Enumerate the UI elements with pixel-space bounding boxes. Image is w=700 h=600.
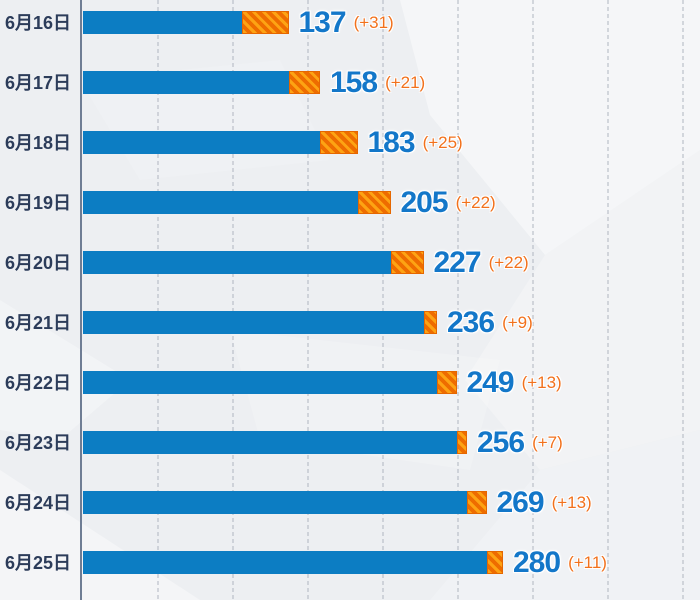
daily-increase-value: (+13)	[521, 372, 562, 392]
total-value: 183	[367, 125, 416, 159]
bar-row: 6月18日 183 (+25)	[0, 125, 463, 159]
daily-increase-value: (+9)	[502, 312, 533, 332]
increase-bar-segment	[456, 430, 467, 454]
daily-increase-value: (+31)	[353, 12, 394, 32]
total-value: 137	[298, 5, 347, 39]
bar-row: 6月20日 227 (+22)	[0, 245, 529, 279]
cumulative-bar-segment	[83, 10, 242, 34]
stacked-bar	[83, 190, 391, 214]
stacked-bar	[83, 310, 437, 334]
total-value: 227	[433, 245, 482, 279]
cumulative-bar-segment	[83, 550, 487, 574]
date-label: 6月16日	[5, 13, 72, 33]
cumulative-bar-segment	[83, 310, 424, 334]
bar-row: 6月16日 137 (+31)	[0, 5, 394, 39]
cumulative-bar-segment	[83, 250, 391, 274]
bar-row: 6月25日 280 (+11)	[0, 545, 607, 579]
total-value: 158	[330, 65, 378, 99]
date-label: 6月19日	[5, 193, 72, 213]
daily-increase-value: (+25)	[422, 132, 463, 152]
bar-row: 6月24日 269 (+13)	[0, 485, 592, 519]
cumulative-bar-segment	[83, 370, 437, 394]
increase-bar-segment	[320, 130, 358, 154]
stacked-bar	[83, 250, 424, 274]
cumulative-bar-segment	[83, 190, 358, 214]
daily-increase-value: (+22)	[488, 252, 529, 272]
bar-row: 6月22日 249 (+13)	[0, 365, 562, 399]
increase-bar-segment	[242, 10, 289, 34]
cumulative-bar-segment	[83, 130, 320, 154]
total-value: 236	[447, 305, 495, 339]
date-label: 6月22日	[5, 373, 72, 393]
stacked-bar	[83, 370, 457, 394]
cumulative-bar-segment	[83, 430, 457, 454]
total-value: 249	[466, 365, 515, 399]
stacked-bar	[83, 430, 467, 454]
increase-bar-segment	[437, 370, 457, 394]
daily-increase-value: (+22)	[455, 192, 496, 212]
stacked-bar	[83, 130, 358, 154]
bar-row: 6月19日 205 (+22)	[0, 185, 496, 219]
increase-bar-segment	[423, 310, 437, 334]
date-label: 6月18日	[5, 133, 72, 153]
increase-bar-segment	[486, 550, 503, 574]
total-value: 205	[400, 185, 449, 219]
increase-bar-segment	[467, 490, 487, 514]
bar-row: 6月21日 236 (+9)	[0, 305, 533, 339]
increase-bar-segment	[390, 250, 424, 274]
cumulative-bar-segment	[83, 70, 289, 94]
date-label: 6月25日	[5, 553, 72, 573]
increase-bar-segment	[357, 190, 391, 214]
total-value: 280	[513, 545, 561, 579]
total-value: 269	[496, 485, 545, 519]
date-label: 6月24日	[5, 493, 72, 513]
date-label: 6月21日	[5, 313, 72, 333]
daily-increase-value: (+11)	[568, 552, 607, 572]
cumulative-bar-segment	[83, 490, 467, 514]
y-axis-line	[80, 0, 82, 600]
increase-bar-segment	[288, 70, 320, 94]
daily-increase-value: (+13)	[551, 492, 592, 512]
stacked-bar	[83, 550, 503, 574]
date-label: 6月20日	[5, 253, 72, 273]
date-label: 6月17日	[5, 73, 72, 93]
stacked-bar	[83, 70, 320, 94]
bar-row: 6月23日 256 (+7)	[0, 425, 563, 459]
stacked-bar	[83, 10, 289, 34]
stacked-bar	[83, 490, 487, 514]
date-label: 6月23日	[5, 433, 72, 453]
daily-increase-value: (+7)	[532, 432, 563, 452]
total-value: 256	[477, 425, 525, 459]
bar-row: 6月17日 158 (+21)	[0, 65, 426, 99]
daily-increase-value: (+21)	[385, 72, 426, 92]
